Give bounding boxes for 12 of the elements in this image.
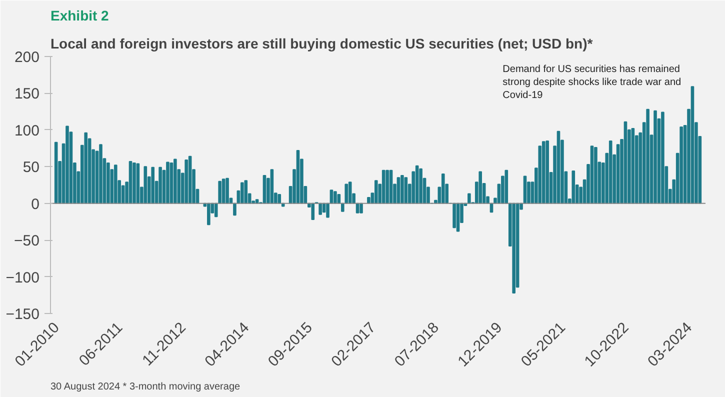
- y-tick-label: −150: [6, 306, 40, 323]
- chart-subtitle: Local and foreign investors are still buying domestic US securities (net; USD bn)*: [50, 36, 594, 52]
- y-tick-label: 100: [14, 122, 40, 140]
- y-tick-label: 150: [14, 86, 40, 103]
- y-tick-label: 200: [14, 49, 40, 66]
- y-tick-label: 0: [31, 196, 40, 213]
- y-tick-label: 50: [22, 159, 40, 176]
- annotation: Demand for US securities has remained strong despite shocks like trade war and Covid-19: [502, 64, 682, 102]
- y-tick-label: −100: [6, 269, 40, 286]
- y-tick-label: −50: [14, 232, 40, 250]
- chart-title: Exhibit 2: [50, 8, 110, 24]
- text: 30 August 2024 * 3-month moving average: [50, 382, 241, 392]
